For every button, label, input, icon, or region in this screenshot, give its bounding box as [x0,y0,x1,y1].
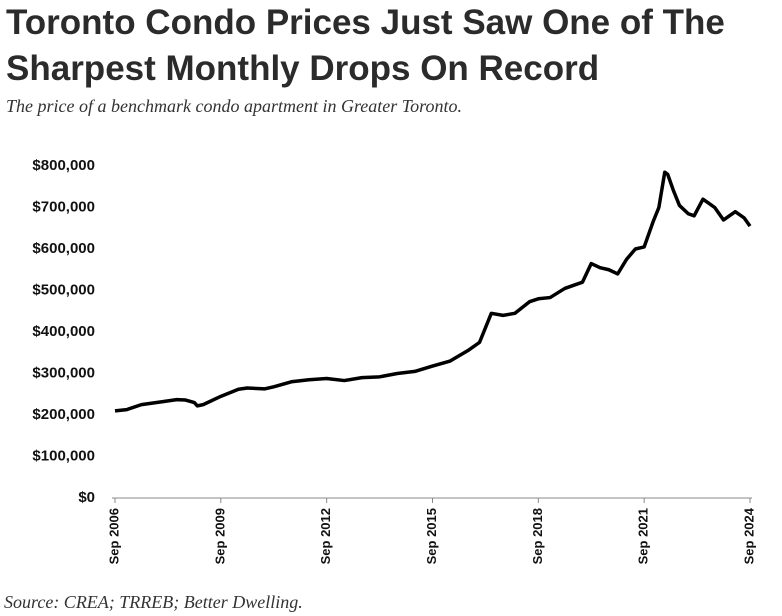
y-tick-label: $700,000 [32,198,95,215]
chart: $0 $100,000 $200,000 $300,000 $400,000 $500,0… [32,157,756,564]
source-note: Source: CREA; TRREB; Better Dwelling. [4,592,303,612]
x-tick-label: Sep 2006 [106,508,121,564]
y-tick-label: $100,000 [32,447,95,464]
chart-subtitle: The price of a benchmark condo apartment… [6,96,462,116]
x-tick-label: Sep 2012 [318,508,333,564]
y-tick-label: $0 [78,489,95,506]
y-tick-label: $600,000 [32,240,95,257]
x-tick-label: Sep 2009 [212,508,227,564]
x-tick-label: Sep 2015 [424,508,439,564]
x-tick-label: Sep 2018 [530,508,545,564]
x-tick-label: Sep 2021 [636,508,651,564]
data-line [114,170,752,413]
y-tick-label: $500,000 [32,281,95,298]
chart-title: Toronto Condo Prices Just Saw One of The… [6,3,725,88]
y-tick-label: $300,000 [32,364,95,381]
y-tick-label: $400,000 [32,323,95,340]
x-tick-label: Sep 2024 [741,507,756,564]
y-tick-label: $800,000 [32,157,95,174]
y-tick-label: $200,000 [32,406,95,423]
